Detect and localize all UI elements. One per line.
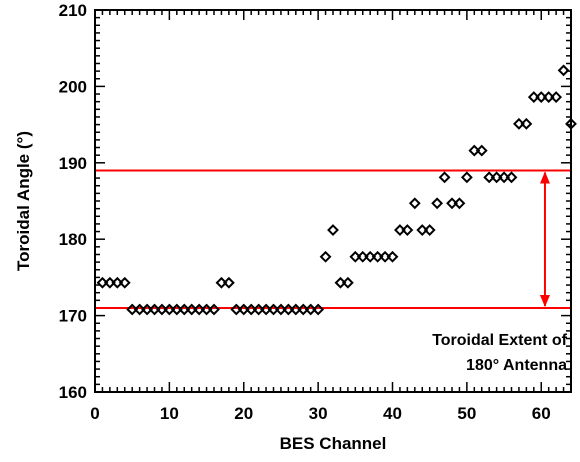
data-point [260,303,272,316]
y-tick-label: 190 [59,154,87,173]
arrow-head-top [539,171,550,184]
data-point [557,64,570,77]
reference-lines [95,169,571,309]
x-tick-label: 20 [234,404,253,423]
data-point [237,303,250,316]
data-point [252,303,265,316]
data-point [453,197,466,210]
data-point [364,250,377,263]
data-point [289,303,302,316]
data-point [483,171,496,184]
y-tick-label: 160 [59,383,87,402]
data-point [133,303,146,316]
data-point [312,303,325,316]
data-point [126,303,139,316]
data-point [178,303,191,316]
data-point [118,276,131,289]
data-point [208,303,220,316]
data-point [438,171,451,184]
data-point [408,197,421,210]
data-point [103,276,116,289]
data-point [416,224,429,236]
data-point [304,303,317,316]
data-point [275,303,287,316]
data-point [319,250,332,263]
data-points [96,64,577,316]
data-point [267,303,280,316]
data-point [193,303,206,316]
x-tick-label: 0 [90,404,99,423]
data-point [527,91,540,104]
data-point [394,224,406,236]
plot-frame [94,9,572,393]
data-point [431,197,444,210]
data-point [141,303,153,316]
data-point [96,276,109,289]
data-point [401,224,414,236]
data-point [282,303,295,316]
data-point [334,276,347,289]
y-tick-label: 200 [59,77,87,96]
data-point [386,250,399,263]
data-point [535,91,548,104]
data-point [498,171,510,184]
annotation-line-2: 180° Antenna [466,357,567,374]
x-tick-label: 40 [383,404,402,423]
data-point [222,276,235,289]
extent-arrow [539,171,550,307]
data-point [468,144,481,157]
y-tick-label: 180 [59,230,87,249]
annotation-line-1: Toroidal Extent of [432,332,567,349]
tick-labels: 0 10 20 30 40 50 60 160 170 180 190 200 210 [59,1,551,423]
data-point [460,171,473,184]
data-point [170,303,183,316]
data-point [245,303,258,316]
data-point [371,250,384,263]
x-tick-label: 30 [309,404,328,423]
data-point [327,224,339,236]
data-point [156,303,168,316]
data-point [505,171,518,184]
data-point [230,303,243,316]
data-point [200,303,213,316]
data-point [423,224,436,236]
data-point [513,117,525,130]
data-point [490,171,503,184]
data-point [550,91,563,104]
data-point [341,276,354,289]
arrow-head-bottom [539,294,550,307]
data-point [349,250,362,263]
x-tick-label: 10 [160,404,179,423]
data-point [215,276,228,289]
data-point [148,303,161,316]
x-axis-title: BES Channel [280,434,387,453]
data-point [356,250,369,263]
data-point [297,303,310,316]
data-point [446,197,458,210]
x-tick-label: 60 [532,404,551,423]
data-point [475,144,488,157]
y-tick-label: 210 [59,1,87,20]
data-point [163,303,176,316]
y-axis-title: Toroidal Angle (°) [14,131,33,271]
data-point [379,250,391,263]
data-point [185,303,198,316]
x-tick-label: 50 [457,404,476,423]
y-tick-label: 170 [59,307,87,326]
data-point [520,117,533,130]
data-point [542,91,555,104]
data-point [111,276,124,289]
